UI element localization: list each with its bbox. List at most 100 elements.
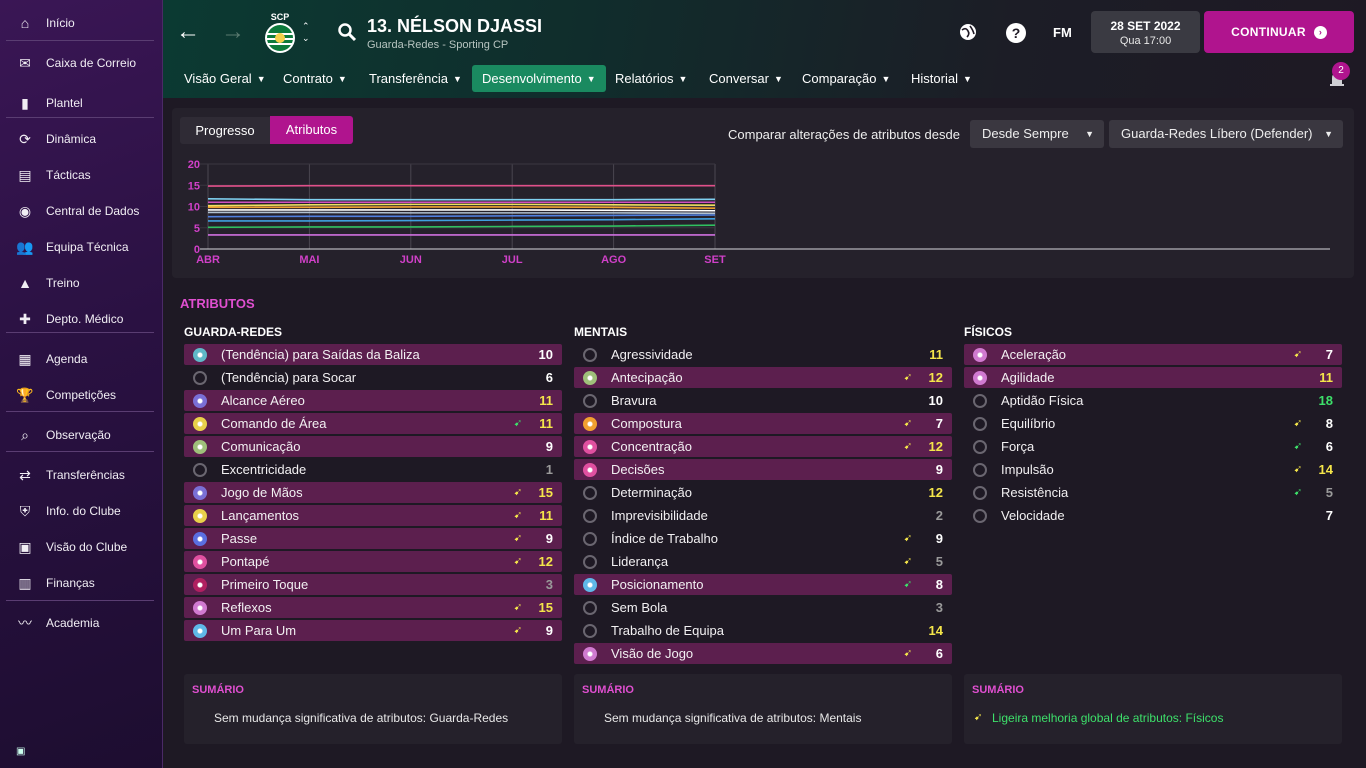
sidebar-item-4[interactable]: ⟳ Dinâmica (0, 124, 160, 154)
sidebar-item-16[interactable]: ▥ Finanças (0, 568, 160, 598)
sidebar-item-2[interactable]: ✉ Caixa de Correio (0, 48, 160, 78)
attribute-value: 10 (538, 347, 553, 362)
attribute-row[interactable]: Jogo de Mãos ➹ 15 (184, 482, 562, 503)
date-display[interactable]: 28 SET 2022 Qua 17:00 (1091, 11, 1200, 53)
attribute-name: Passe (221, 531, 258, 546)
attribute-row[interactable]: Liderança ➹ 5 (574, 551, 952, 572)
attribute-name: Decisões (611, 462, 665, 477)
attribute-row[interactable]: Bravura 10 (574, 390, 952, 411)
sidebar-item-9[interactable]: ✚ Depto. Médico (0, 304, 160, 334)
sidebar-item-10[interactable]: ▦ Agenda (0, 344, 160, 374)
progress-toggle[interactable]: Progresso (180, 117, 270, 144)
sidebar-item-17[interactable]: 〰 Academia (0, 608, 160, 638)
notification-count-badge[interactable]: 2 (1332, 62, 1350, 80)
tab-4[interactable]: Desenvolvimento ▼ (472, 65, 606, 92)
attribute-row[interactable]: Alcance Aéreo 11 (184, 390, 562, 411)
tab-7[interactable]: Comparação ▼ (802, 65, 890, 92)
role-importance-icon (583, 646, 597, 661)
attribute-row[interactable]: Determinação 12 (574, 482, 952, 503)
sidebar-item-5[interactable]: ▤ Tácticas (0, 160, 160, 190)
attribute-name: Imprevisibilidade (611, 508, 708, 523)
sidebar-item-7[interactable]: 👥 Equipa Técnica (0, 232, 160, 262)
attribute-row[interactable]: Agilidade 11 (964, 367, 1342, 388)
attribute-row[interactable]: Pontapé ➹ 12 (184, 551, 562, 572)
sidebar-item-14[interactable]: ⛨ Info. do Clube (0, 496, 160, 526)
attribute-row[interactable]: Trabalho de Equipa 14 (574, 620, 952, 641)
tab-2[interactable]: Contrato ▼ (283, 65, 347, 92)
player-switch-arrows[interactable]: ⌃ ⌄ (302, 21, 310, 43)
attribute-row[interactable]: Aptidão Física 18 (964, 390, 1342, 411)
sidebar-item-label: Dinâmica (46, 132, 97, 146)
attribute-row[interactable]: Força ➹ 6 (964, 436, 1342, 457)
attribute-row[interactable]: Resistência ➹ 5 (964, 482, 1342, 503)
attribute-row[interactable]: Imprevisibilidade 2 (574, 505, 952, 526)
continue-button[interactable]: CONTINUAR › (1204, 11, 1354, 53)
attribute-row[interactable]: Compostura ➹ 7 (574, 413, 952, 434)
tab-label: Desenvolvimento (482, 71, 582, 86)
attribute-row[interactable]: Impulsão ➹ 14 (964, 459, 1342, 480)
attribute-row[interactable]: Equilíbrio ➹ 8 (964, 413, 1342, 434)
globe-icon[interactable] (958, 22, 978, 42)
attribute-row[interactable]: Índice de Trabalho ➹ 9 (574, 528, 952, 549)
forward-arrow-icon[interactable]: → (221, 18, 245, 45)
since-dropdown[interactable]: Desde Sempre ▼ (970, 120, 1104, 148)
attribute-row[interactable]: Um Para Um ➹ 9 (184, 620, 562, 641)
attribute-row[interactable]: Antecipação ➹ 12 (574, 367, 952, 388)
trend-arrow-icon: ➹ (1293, 487, 1303, 498)
sidebar-item-13[interactable]: ⇄ Transferências (0, 460, 160, 490)
tab-1[interactable]: Visão Geral ▼ (184, 65, 266, 92)
attributes-title: ATRIBUTOS (180, 296, 255, 311)
attribute-row[interactable]: Velocidade 7 (964, 505, 1342, 526)
attribute-row[interactable]: Decisões 9 (574, 459, 952, 480)
sidebar-item-6[interactable]: ◉ Central de Dados (0, 196, 160, 226)
attribute-row[interactable]: (Tendência) para Socar 6 (184, 367, 562, 388)
attribute-row[interactable]: Sem Bola 3 (574, 597, 952, 618)
tab-3[interactable]: Transferência ▼ (369, 65, 462, 92)
chart-x-tick: ABR (196, 254, 220, 266)
attribute-row[interactable]: Concentração ➹ 12 (574, 436, 952, 457)
sidebar-item-15[interactable]: ▣ Visão do Clube (0, 532, 160, 562)
attribute-row[interactable]: Passe ➹ 9 (184, 528, 562, 549)
attribute-name: Determinação (611, 485, 692, 500)
attribute-row[interactable]: Aceleração ➹ 7 (964, 344, 1342, 365)
trend-arrow-icon: ➹ (1293, 464, 1303, 475)
attribute-row[interactable]: Reflexos ➹ 15 (184, 597, 562, 618)
role-importance-icon (583, 485, 597, 500)
search-icon[interactable] (337, 22, 357, 42)
tab-6[interactable]: Conversar ▼ (709, 65, 783, 92)
sidebar-item-label: Tácticas (46, 168, 91, 182)
attribute-name: Comunicação (221, 439, 301, 454)
sidebar-item-label: Competições (46, 388, 117, 402)
fm-menu-button[interactable]: FM (1053, 25, 1072, 40)
tab-8[interactable]: Historial ▼ (911, 65, 972, 92)
attribute-row[interactable]: (Tendência) para Saídas da Baliza 10 (184, 344, 562, 365)
role-importance-icon (193, 439, 207, 454)
sidebar-item-1[interactable]: ⌂ Início (0, 8, 160, 38)
sidebar-item-12[interactable]: ⌕ Observação (0, 420, 160, 450)
sidebar-item-3[interactable]: ▮ Plantel (0, 88, 160, 118)
attribute-row[interactable]: Posicionamento ➹ 8 (574, 574, 952, 595)
role-importance-icon (973, 508, 987, 523)
back-arrow-icon[interactable]: ← (176, 18, 200, 45)
sidebar-item-8[interactable]: ▲ Treino (0, 268, 160, 298)
role-importance-icon (583, 554, 597, 569)
help-icon[interactable]: ? (1006, 23, 1026, 43)
attribute-row[interactable]: Comunicação 9 (184, 436, 562, 457)
player-position-club[interactable]: Guarda-Redes - Sporting CP (367, 39, 509, 51)
attribute-row[interactable]: Primeiro Toque 3 (184, 574, 562, 595)
attribute-value: 11 (539, 508, 553, 523)
role-importance-icon (973, 370, 987, 385)
attribute-row[interactable]: Excentricidade 1 (184, 459, 562, 480)
sidebar-item-11[interactable]: 🏆 Competições (0, 380, 160, 410)
attributes-toggle[interactable]: Atributos (270, 116, 353, 144)
sidebar-divider (6, 451, 154, 452)
club-crest-icon[interactable]: SCP (262, 11, 298, 55)
attribute-row[interactable]: Agressividade 11 (574, 344, 952, 365)
role-dropdown[interactable]: Guarda-Redes Líbero (Defender) ▼ (1109, 120, 1343, 148)
attribute-name: Agilidade (1001, 370, 1055, 385)
chevron-down-icon: ▼ (1324, 129, 1333, 139)
attribute-row[interactable]: Visão de Jogo ➹ 6 (574, 643, 952, 664)
attribute-row[interactable]: Comando de Área ➹ 11 (184, 413, 562, 434)
attribute-row[interactable]: Lançamentos ➹ 11 (184, 505, 562, 526)
tab-5[interactable]: Relatórios ▼ (615, 65, 687, 92)
